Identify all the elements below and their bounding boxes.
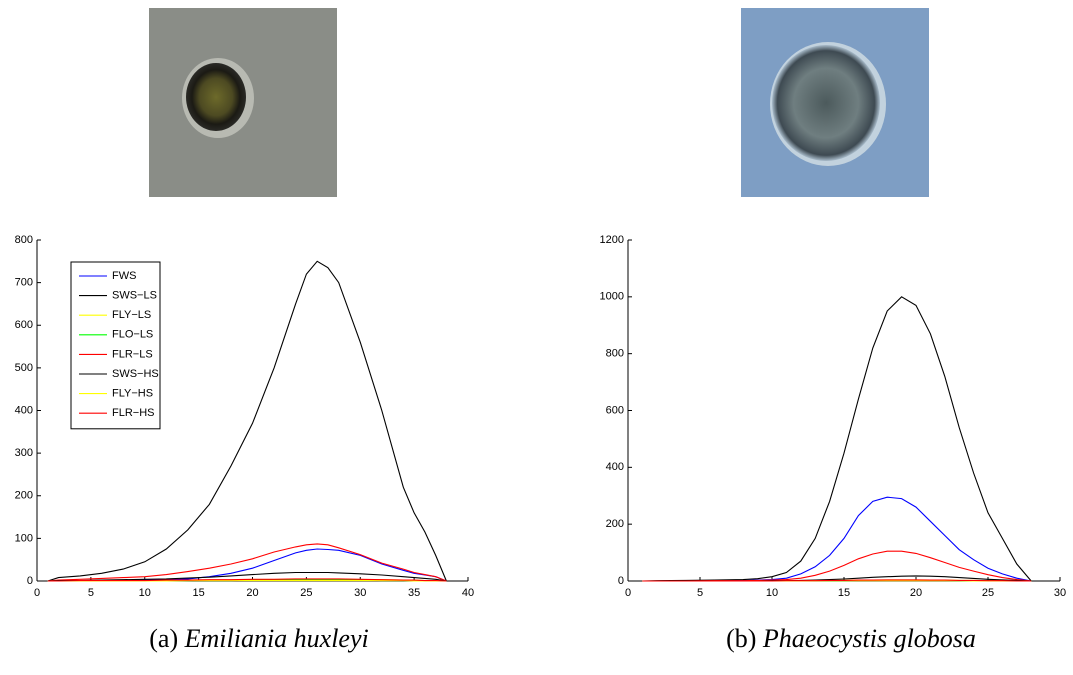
cell-image-a	[149, 8, 337, 197]
y-tick-label: 800	[606, 348, 624, 360]
y-tick-label: 400	[15, 404, 33, 416]
y-tick-label: 600	[15, 319, 33, 331]
series-line	[47, 260, 447, 582]
x-tick-label: 20	[910, 587, 922, 599]
x-tick-label: 15	[838, 587, 850, 599]
series-line	[47, 578, 447, 582]
y-tick-label: 400	[606, 461, 624, 473]
legend-label: FLY−HS	[112, 388, 153, 400]
legend-label: SWS−HS	[112, 368, 159, 380]
y-tick-label: 0	[27, 575, 33, 587]
legend-label: FLY−LS	[112, 309, 151, 321]
caption-species: Phaeocystis globosa	[762, 624, 976, 653]
x-tick-label: 25	[300, 587, 312, 599]
x-tick-label: 35	[408, 587, 420, 599]
x-tick-label: 30	[354, 587, 366, 599]
y-tick-label: 200	[15, 490, 33, 502]
series-line	[47, 543, 447, 582]
caption-label: (a)	[149, 624, 178, 653]
legend-label: FWS	[112, 270, 136, 282]
y-tick-label: 800	[15, 234, 33, 246]
legend-label: SWS−LS	[112, 290, 157, 302]
x-tick-label: 10	[766, 587, 778, 599]
x-tick-label: 5	[697, 587, 703, 599]
caption-species: Emiliania huxleyi	[184, 624, 369, 653]
y-tick-label: 1200	[600, 234, 624, 246]
cell-image-b	[741, 8, 929, 197]
y-tick-label: 700	[15, 277, 33, 289]
x-tick-label: 0	[34, 587, 40, 599]
x-tick-label: 15	[193, 587, 205, 599]
caption: (a) Emiliania huxleyi	[149, 624, 368, 653]
legend-box	[70, 261, 161, 430]
x-tick-label: 25	[982, 587, 994, 599]
caption-label: (b)	[726, 624, 756, 653]
x-tick-label: 20	[246, 587, 258, 599]
x-tick-label: 5	[88, 587, 94, 599]
y-tick-label: 300	[15, 447, 33, 459]
y-tick-label: 1000	[600, 291, 624, 303]
y-tick-label: 500	[15, 362, 33, 374]
x-tick-label: 30	[1054, 587, 1066, 599]
legend-label: FLR−LS	[112, 348, 153, 360]
series-line	[642, 550, 1032, 582]
y-tick-label: 200	[606, 518, 624, 530]
legend-label: FLO−LS	[112, 329, 153, 341]
series-line	[47, 571, 447, 582]
y-tick-label: 600	[606, 404, 624, 416]
legend-label: FLR−HS	[112, 407, 155, 419]
y-tick-label: 0	[618, 575, 624, 587]
series-line	[642, 579, 1032, 582]
x-tick-label: 0	[625, 587, 631, 599]
caption: (b) Phaeocystis globosa	[726, 624, 976, 653]
x-tick-label: 10	[139, 587, 151, 599]
y-tick-label: 100	[15, 532, 33, 544]
series-line	[642, 296, 1032, 582]
x-tick-label: 40	[462, 587, 474, 599]
